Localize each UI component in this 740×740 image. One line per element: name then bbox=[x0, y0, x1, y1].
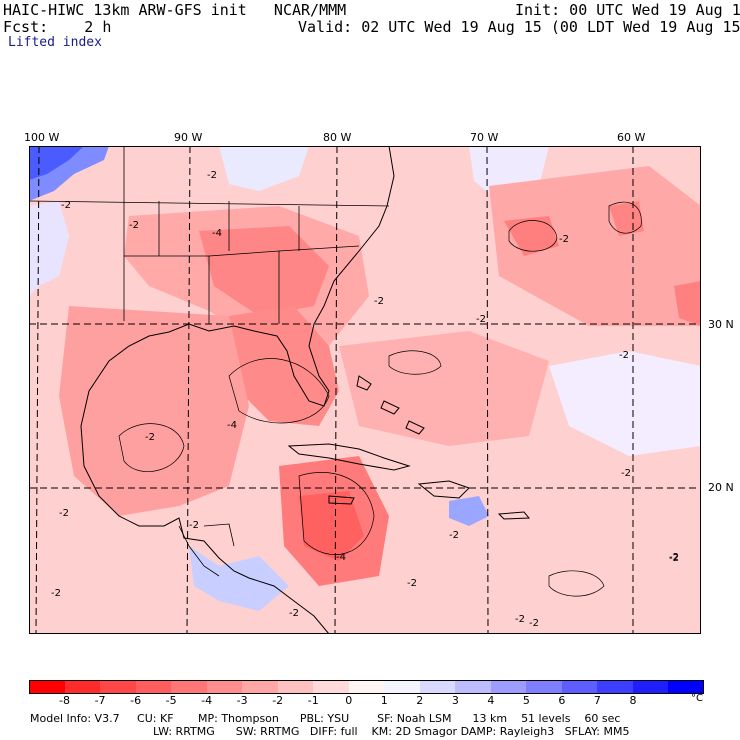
contour-label: -4 bbox=[336, 552, 346, 563]
colorbar-tick-label: 7 bbox=[593, 694, 601, 707]
colorbar-tick-label: -1 bbox=[307, 694, 319, 707]
field-name: Lifted index bbox=[8, 35, 102, 50]
colorbar-swatch bbox=[348, 680, 385, 694]
colorbar-swatch bbox=[206, 680, 243, 694]
lon-label-70w: 70 W bbox=[470, 131, 499, 144]
lat-label-20n: 20 N bbox=[708, 481, 734, 494]
coastlines bbox=[80, 146, 531, 634]
contour-label: -2 bbox=[374, 296, 384, 307]
colorbar-tick-label: 6 bbox=[558, 694, 566, 707]
blue-patch-nw-core bbox=[29, 146, 84, 180]
warm-region-bahamas bbox=[339, 331, 549, 446]
colorbar-swatch bbox=[313, 680, 350, 694]
colorbar-tick-label: -8 bbox=[59, 694, 70, 707]
blue-patch-hispaniola bbox=[449, 496, 489, 526]
strong-core-atlantic-3 bbox=[674, 281, 701, 326]
strong-core-atlantic-2 bbox=[609, 201, 644, 236]
contours bbox=[118, 201, 642, 597]
contour-label: -2 bbox=[61, 200, 71, 211]
model-info-line1: Model Info: V3.7 CU: KF MP: Thompson PBL… bbox=[30, 712, 621, 725]
colorbar-swatch bbox=[668, 680, 705, 694]
init-time: Init: 00 UTC Wed 19 Aug 15 bbox=[515, 1, 740, 19]
colorbar-tick-label: -3 bbox=[236, 694, 248, 707]
colorbar-swatch bbox=[242, 680, 279, 694]
contour-label: -2 bbox=[407, 578, 417, 589]
colorbar-swatch bbox=[419, 680, 456, 694]
colorbar-swatch bbox=[384, 680, 421, 694]
contour-label: -2 bbox=[529, 618, 539, 629]
colorbar-swatch bbox=[632, 680, 669, 694]
colorbar-frame bbox=[29, 680, 704, 694]
lon-label-60w: 60 W bbox=[617, 131, 646, 144]
contour-label: -2 bbox=[515, 614, 525, 625]
model-title: HAIC-HIWC 13km ARW-GFS init NCAR/MMM bbox=[3, 1, 347, 19]
lat-label-30n: 30 N bbox=[708, 318, 734, 331]
contour-label: -2 bbox=[145, 432, 155, 443]
contour-label: -2 bbox=[289, 608, 299, 619]
colorbar-tick-label: -2 bbox=[272, 694, 284, 707]
political-borders bbox=[29, 146, 390, 577]
colorbar-swatch bbox=[135, 680, 172, 694]
contour-label: -2 bbox=[619, 350, 629, 361]
colorbar-swatch bbox=[100, 680, 137, 694]
colorbar-tick-label: 5 bbox=[522, 694, 530, 707]
colorbar-swatch bbox=[526, 680, 563, 694]
lon-label-100w: 100 W bbox=[24, 131, 60, 144]
lat-lon-grid bbox=[29, 146, 701, 634]
colorbar-swatch bbox=[490, 680, 527, 694]
colorbar bbox=[29, 680, 705, 694]
contour-label: -2 bbox=[59, 508, 69, 519]
strong-core-atlantic-1 bbox=[504, 216, 559, 256]
contour-label: -2 bbox=[129, 220, 139, 231]
forecast-hour: Fcst: 2 h bbox=[3, 18, 112, 36]
colorbar-tick-label: 0 bbox=[345, 694, 353, 707]
lifted-index-map: -2 -2 -2 -2 -2 -2 -2 -2 -2 -2 -2 -2 -2 -… bbox=[29, 146, 701, 634]
colorbar-tick-label: 4 bbox=[487, 694, 495, 707]
contour-label: -2 bbox=[207, 170, 217, 181]
colorbar-swatch bbox=[277, 680, 314, 694]
contour-label: -4 bbox=[212, 228, 222, 239]
colorbar-swatch bbox=[561, 680, 598, 694]
colorbar-swatch bbox=[597, 680, 634, 694]
colorbar-tick-label: 2 bbox=[416, 694, 424, 707]
contour-labels: -2 -2 -2 -2 -2 -2 -2 -2 -2 -2 -2 -2 -2 -… bbox=[51, 170, 679, 629]
colorbar-tick-label: 8 bbox=[629, 694, 637, 707]
warm-region-atlantic-north bbox=[489, 166, 701, 326]
contour-label: -2 bbox=[669, 553, 679, 564]
colorbar-tick-label: -5 bbox=[165, 694, 177, 707]
blue-patch-honduras bbox=[189, 546, 289, 611]
map-frame bbox=[29, 146, 701, 634]
colorbar-swatch bbox=[29, 680, 66, 694]
colorbar-tick-label: 1 bbox=[380, 694, 388, 707]
lon-label-90w: 90 W bbox=[174, 131, 203, 144]
cool-patch-greatlakes bbox=[219, 146, 309, 191]
colorbar-tick-label: -6 bbox=[130, 694, 142, 707]
colorbar-swatch bbox=[171, 680, 208, 694]
colorbar-unit: °C bbox=[691, 693, 703, 704]
colorbar-swatch bbox=[64, 680, 101, 694]
model-info-line2: LW: RRTMG SW: RRTMG DIFF: full KM: 2D Sm… bbox=[153, 725, 630, 738]
cool-patch-atlantic-east bbox=[549, 351, 701, 456]
strong-core-caribbean bbox=[299, 491, 364, 561]
contour-label: -2 bbox=[669, 552, 679, 563]
colorbar-tick-label: 3 bbox=[451, 694, 459, 707]
strong-region-carolinas bbox=[199, 226, 329, 316]
contour-label: -2 bbox=[51, 588, 61, 599]
lon-label-80w: 80 W bbox=[323, 131, 352, 144]
contour-label: -4 bbox=[227, 420, 237, 431]
colorbar-swatch bbox=[455, 680, 492, 694]
contour-label: -2 bbox=[449, 530, 459, 541]
colorbar-tick-label: -4 bbox=[201, 694, 213, 707]
colorbar-tick-label: -7 bbox=[94, 694, 106, 707]
contour-label: -2 bbox=[189, 520, 199, 531]
valid-time: Valid: 02 UTC Wed 19 Aug 15 (00 LDT Wed … bbox=[298, 18, 740, 36]
warm-region-gulf bbox=[59, 306, 249, 516]
contour-label: -2 bbox=[559, 234, 569, 245]
contour-label: -2 bbox=[476, 314, 486, 325]
contour-label: -2 bbox=[621, 468, 631, 479]
